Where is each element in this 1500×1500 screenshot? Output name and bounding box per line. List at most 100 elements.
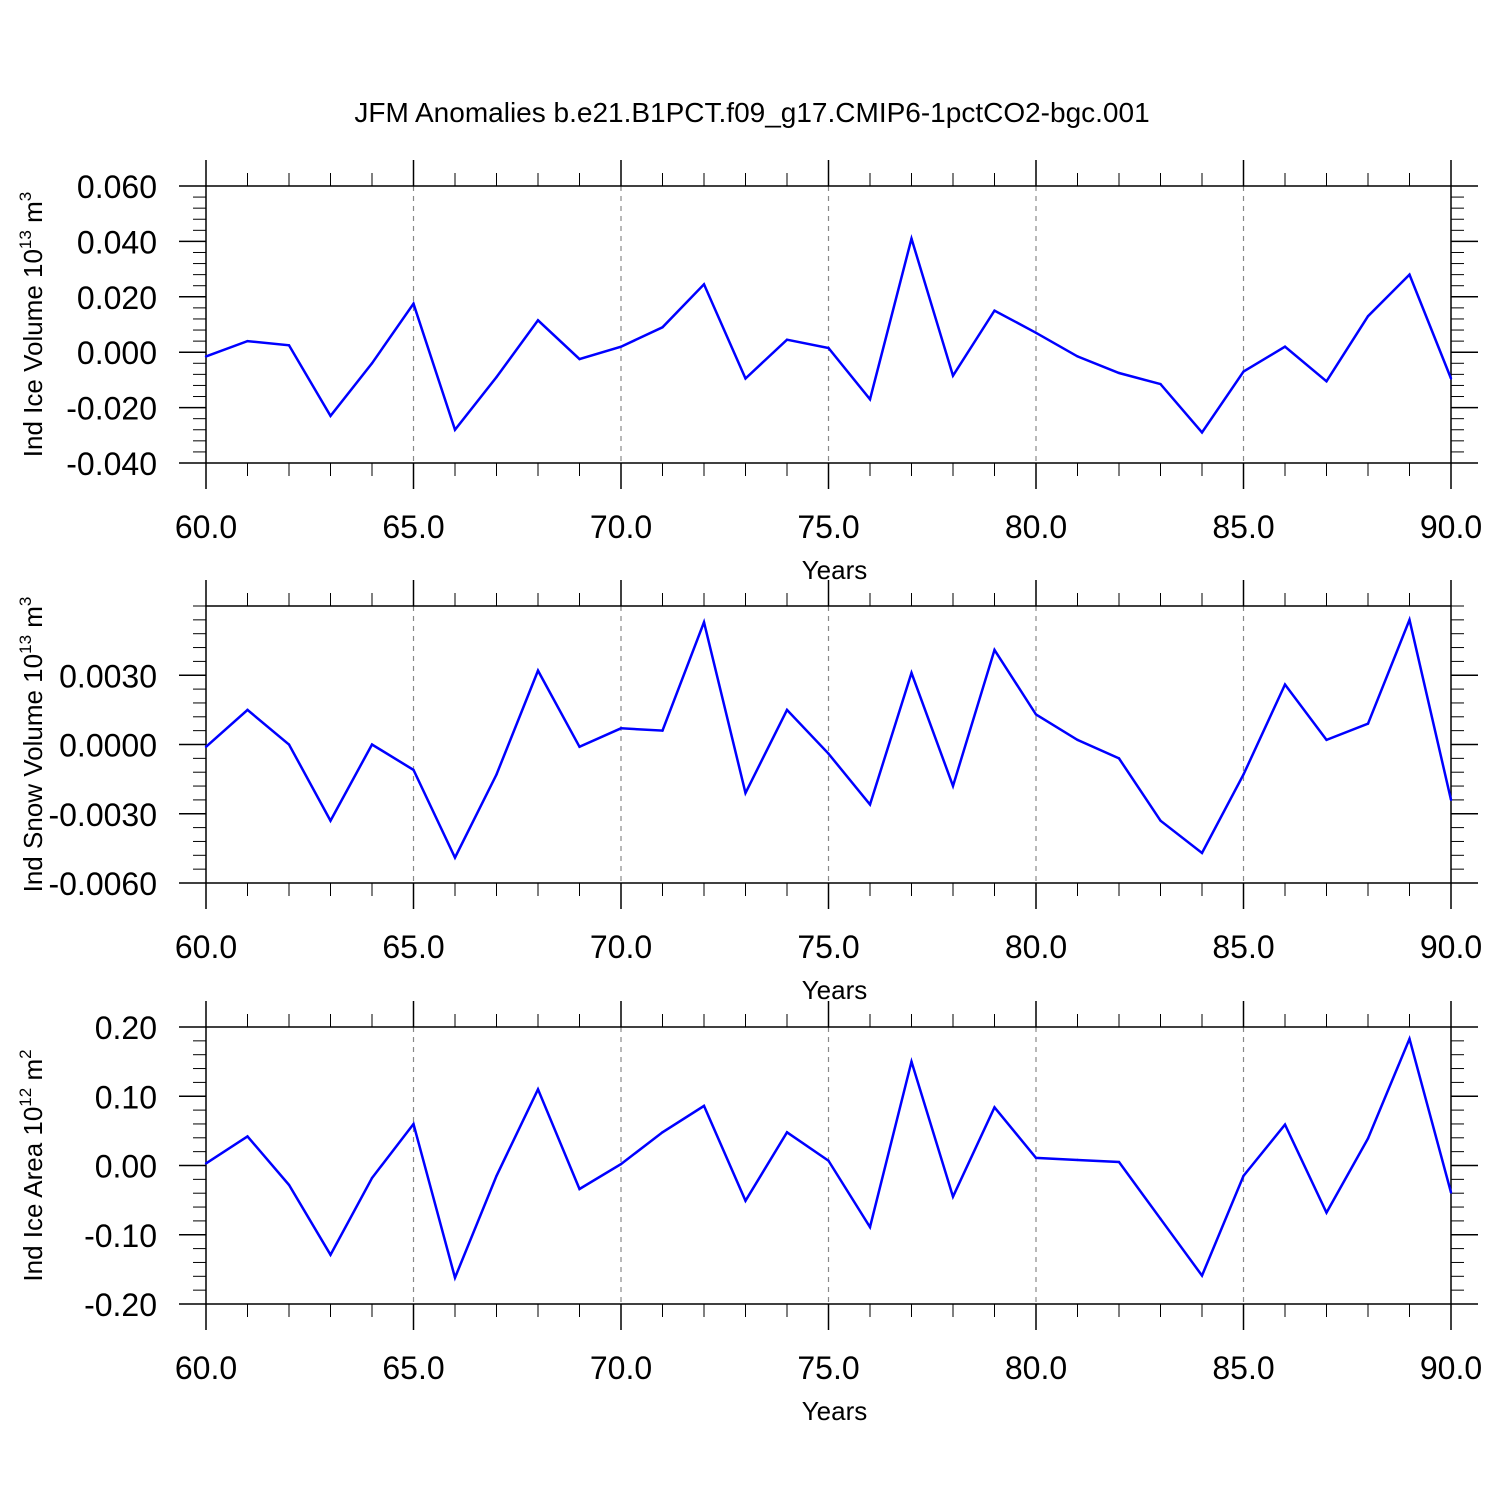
data-point xyxy=(744,1199,747,1203)
data-point xyxy=(412,302,415,305)
data-point xyxy=(661,1131,664,1134)
data-point xyxy=(661,326,664,329)
x-tick-label: 80.0 xyxy=(1005,929,1067,965)
data-point xyxy=(702,1104,706,1108)
data-point xyxy=(785,708,789,712)
data-point xyxy=(1117,1160,1121,1164)
data-point xyxy=(910,671,913,675)
x-tick-label: 80.0 xyxy=(1005,509,1067,545)
data-point xyxy=(619,345,623,348)
data-point xyxy=(1200,851,1204,855)
data-point xyxy=(1408,273,1411,276)
data-point xyxy=(785,338,789,341)
data-point xyxy=(910,1060,913,1063)
data-point xyxy=(246,1135,249,1138)
data-point xyxy=(1034,1156,1038,1160)
x-tick-label: 70.0 xyxy=(590,929,652,965)
y-tick-label: 0.0030 xyxy=(59,658,157,694)
data-point xyxy=(1076,1158,1079,1162)
y-tick-label: 0.040 xyxy=(77,224,157,260)
x-tick-label: 65.0 xyxy=(382,509,444,545)
data-point xyxy=(246,339,249,343)
data-point xyxy=(951,374,955,377)
y-tick-label: 0.20 xyxy=(95,1010,157,1046)
data-point xyxy=(204,355,208,358)
chart-panel-1: 60.0 65.0 70.0 75.0 80.0 85.0 90.0 -0.040 -0.020… xyxy=(16,160,1482,585)
y-axis-title: Ind Ice Area 1012 m2 xyxy=(16,1049,48,1281)
data-point xyxy=(1034,713,1038,716)
data-point xyxy=(1366,314,1370,318)
data-point xyxy=(993,309,996,312)
y-tick-label: 0.10 xyxy=(95,1079,157,1115)
x-tick-label: 60.0 xyxy=(175,1350,237,1386)
data-point xyxy=(1076,355,1079,358)
data-point xyxy=(951,1195,955,1198)
y-tick-label: 0.060 xyxy=(77,169,157,205)
x-tick-label: 75.0 xyxy=(797,1350,859,1386)
data-point xyxy=(536,1088,540,1091)
data-point xyxy=(1449,798,1453,802)
data-point xyxy=(744,791,747,795)
data-point xyxy=(329,819,332,822)
data-point xyxy=(1242,370,1245,373)
data-point xyxy=(1325,380,1328,383)
data-point xyxy=(827,752,830,755)
x-tick-label: 80.0 xyxy=(1005,1350,1067,1386)
data-point xyxy=(1283,683,1287,686)
chart-panel-3: 60.0 65.0 70.0 75.0 80.0 85.0 90.0 -0.20 -0.10 0.… xyxy=(16,1001,1482,1426)
data-point xyxy=(495,773,498,776)
data-point xyxy=(619,727,623,730)
y-tick-label: -0.0030 xyxy=(48,797,157,833)
data-point xyxy=(1325,738,1328,742)
x-tick-label: 85.0 xyxy=(1212,929,1274,965)
x-tick-label: 60.0 xyxy=(175,509,237,545)
data-point xyxy=(1159,382,1162,386)
data-point xyxy=(868,398,872,401)
data-point xyxy=(702,283,706,286)
data-point xyxy=(287,1183,291,1187)
x-tick-label: 75.0 xyxy=(797,929,859,965)
data-point xyxy=(1159,819,1162,822)
data-point xyxy=(1366,1137,1370,1140)
x-tick-label: 90.0 xyxy=(1420,929,1482,965)
data-point xyxy=(578,745,581,749)
data-point xyxy=(1449,1191,1453,1194)
data-point xyxy=(993,1106,996,1109)
y-tick-label: 0.00 xyxy=(95,1149,157,1185)
data-point xyxy=(1117,371,1121,375)
data-point xyxy=(702,620,706,624)
y-tick-label: -0.0060 xyxy=(48,866,157,902)
data-point xyxy=(1366,722,1370,725)
data-point xyxy=(329,414,332,418)
data-point xyxy=(370,743,374,746)
data-point xyxy=(868,803,872,806)
x-tick-label: 65.0 xyxy=(382,1350,444,1386)
data-point xyxy=(1076,738,1079,742)
chart-panel-2: 60.0 65.0 70.0 75.0 80.0 85.0 90.0 -0.0060 -0.00… xyxy=(16,580,1482,1005)
x-tick-label: 85.0 xyxy=(1212,509,1274,545)
x-tick-label: 65.0 xyxy=(382,929,444,965)
data-point xyxy=(1325,1211,1328,1214)
y-tick-label: -0.040 xyxy=(66,446,157,482)
data-point xyxy=(329,1253,332,1257)
data-point xyxy=(453,428,457,431)
data-point xyxy=(1283,1123,1287,1126)
data-point xyxy=(951,784,955,788)
figure-title: JFM Anomalies b.e21.B1PCT.f09_g17.CMIP6-… xyxy=(354,97,1149,128)
data-point xyxy=(578,1187,581,1191)
data-point xyxy=(246,708,249,712)
y-tick-label: -0.20 xyxy=(84,1287,157,1323)
data-point xyxy=(827,346,830,350)
panels: 60.0 65.0 70.0 75.0 80.0 85.0 90.0 -0.040 -0.020… xyxy=(16,160,1482,1426)
y-tick-label: -0.020 xyxy=(66,391,157,427)
data-point xyxy=(1408,1037,1411,1040)
data-point xyxy=(1159,1217,1162,1221)
data-point xyxy=(619,1162,623,1166)
y-tick-label: 0.020 xyxy=(77,280,157,316)
data-point xyxy=(1283,345,1287,348)
data-point xyxy=(744,377,747,380)
data-point xyxy=(536,669,540,672)
data-point xyxy=(453,856,457,859)
data-point xyxy=(1200,1274,1204,1277)
data-point xyxy=(785,1131,789,1134)
